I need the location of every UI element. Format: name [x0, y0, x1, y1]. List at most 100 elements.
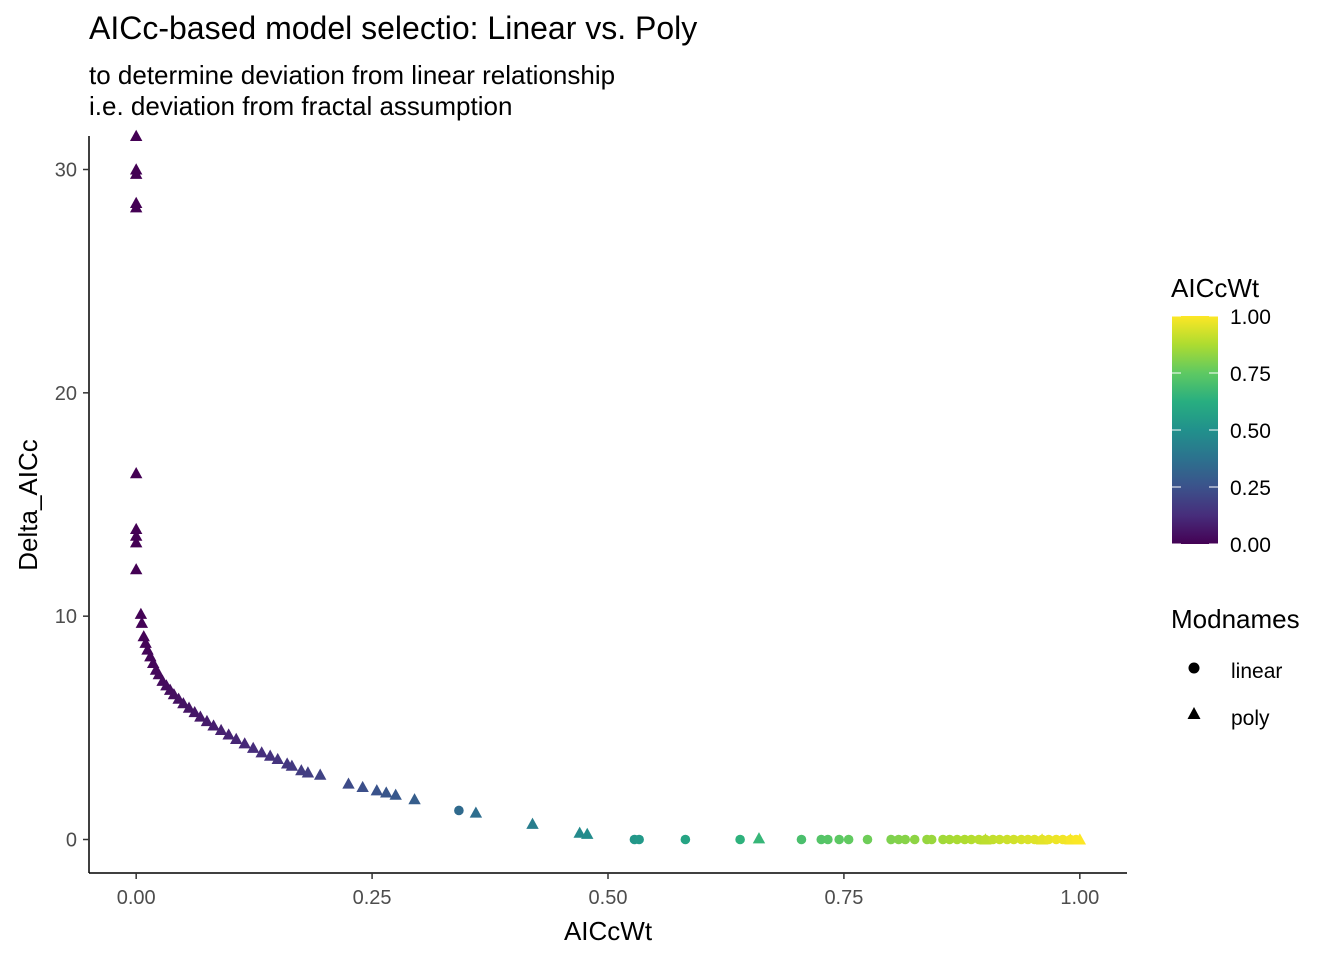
- legend-triangle-icon: [1187, 707, 1201, 719]
- data-point-linear-34: [1058, 834, 1068, 845]
- data-point-linear-24: [988, 834, 998, 845]
- data-point-poly-27: [194, 710, 207, 722]
- shape-legend-title: Modnames: [1171, 604, 1300, 634]
- chart-title: AICc-based model selectio: Linear vs. Po…: [89, 10, 698, 46]
- data-point-poly-39: [285, 759, 299, 771]
- data-point-linear-25: [994, 834, 1005, 845]
- data-point-poly-5: [129, 467, 143, 479]
- data-point-linear-0: [454, 805, 464, 816]
- data-point-linear-32: [1043, 834, 1054, 845]
- data-point-linear-28: [1016, 834, 1027, 845]
- data-point-poly-47: [389, 788, 402, 800]
- data-point-poly-36: [263, 749, 277, 761]
- y-tick-label: 30: [55, 160, 77, 182]
- y-axis-ticks: 0 10 20 30: [55, 160, 89, 852]
- x-axis-title: AICcWt: [564, 916, 653, 946]
- data-point-poly-53: [752, 832, 766, 844]
- data-point-poly-46: [380, 786, 393, 798]
- colorbar-label: 1.00: [1230, 306, 1271, 329]
- data-point-poly-30: [214, 723, 228, 736]
- x-tick-label: 1.00: [1060, 887, 1099, 909]
- data-point-linear-16: [926, 834, 937, 845]
- data-point-linear-30: [1029, 834, 1040, 845]
- data-point-poly-41: [301, 766, 315, 778]
- data-point-poly-0: [129, 129, 143, 141]
- colorbar-label: 0.00: [1230, 534, 1271, 557]
- data-point-linear-33: [1051, 834, 1062, 845]
- data-point-poly-45: [370, 784, 384, 796]
- chart-subtitle-line-1: to determine deviation from linear relat…: [89, 60, 616, 90]
- data-point-poly-26: [188, 706, 201, 718]
- data-point-linear-5: [796, 834, 807, 845]
- data-point-poly-24: [177, 697, 190, 709]
- data-point-poly-29: [207, 719, 220, 731]
- data-point-poly-40: [295, 764, 308, 776]
- data-point-linear-26: [1002, 834, 1012, 845]
- data-point-poly-52: [581, 827, 594, 839]
- data-point-poly-49: [469, 806, 483, 818]
- data-point-linear-12: [893, 834, 904, 845]
- data-point-linear-20: [959, 834, 970, 845]
- legend-circle-icon: [1188, 662, 1200, 674]
- data-point-linear-6: [816, 834, 827, 845]
- data-point-poly-11: [135, 616, 149, 628]
- data-point-poly-50: [526, 817, 539, 829]
- data-point-linear-3: [680, 834, 691, 845]
- colorbar-label: 0.25: [1230, 477, 1271, 500]
- data-point-linear-13: [900, 834, 911, 845]
- y-axis-title: Delta_AICc: [13, 439, 43, 571]
- data-point-poly-48: [408, 793, 421, 805]
- x-tick-label: 0.75: [824, 887, 863, 909]
- points-layer: [129, 129, 1087, 845]
- data-point-linear-18: [944, 834, 955, 845]
- colorbar-ticks: 1.00 0.75 0.50 0.25 0.00: [1172, 306, 1271, 557]
- data-point-poly-43: [342, 777, 355, 789]
- data-point-poly-25: [182, 701, 196, 713]
- x-tick-label: 0.25: [353, 887, 392, 909]
- chart-subtitle-line-2: i.e. deviation from fractal assumption: [89, 91, 513, 121]
- colorbar-label: 0.50: [1230, 420, 1271, 443]
- data-point-poly-8: [129, 536, 143, 548]
- legend-label-linear: linear: [1231, 660, 1282, 683]
- data-point-poly-42: [313, 768, 327, 780]
- data-point-poly-35: [255, 746, 268, 758]
- data-point-poly-37: [271, 752, 284, 765]
- data-point-poly-44: [356, 780, 369, 792]
- data-point-poly-51: [573, 826, 586, 838]
- y-tick-label: 20: [55, 383, 77, 405]
- data-point-linear-8: [834, 834, 844, 845]
- data-point-poly-6: [129, 522, 143, 535]
- colorbar-label: 0.75: [1230, 363, 1271, 386]
- data-point-poly-7: [129, 529, 143, 541]
- data-point-linear-27: [1008, 834, 1019, 845]
- data-point-poly-13: [139, 636, 152, 648]
- data-point-poly-28: [200, 714, 214, 727]
- y-tick-label: 0: [66, 830, 77, 852]
- data-point-poly-33: [238, 737, 251, 749]
- y-tick-label: 10: [55, 606, 77, 628]
- data-point-linear-7: [823, 834, 833, 845]
- data-point-linear-29: [1023, 834, 1033, 845]
- data-point-linear-17: [938, 834, 948, 845]
- data-point-poly-34: [246, 741, 260, 753]
- data-point-linear-9: [843, 834, 854, 845]
- data-point-linear-22: [974, 834, 984, 845]
- data-point-linear-4: [735, 834, 745, 845]
- data-point-poly-9: [129, 563, 143, 575]
- data-point-poly-12: [137, 630, 150, 642]
- data-point-linear-23: [980, 834, 991, 845]
- data-point-poly-10: [134, 607, 148, 619]
- x-tick-label: 0.50: [589, 887, 628, 909]
- data-point-linear-21: [966, 834, 977, 845]
- data-point-linear-2: [634, 834, 644, 845]
- data-point-poly-2: [129, 167, 143, 179]
- x-axis-ticks: 0.00 0.25 0.50 0.75 1.00: [117, 873, 1099, 909]
- legend-label-poly: poly: [1231, 707, 1270, 730]
- data-point-linear-36: [1071, 834, 1081, 845]
- data-point-linear-10: [862, 834, 873, 845]
- data-point-linear-11: [886, 834, 896, 845]
- data-point-linear-14: [909, 834, 920, 845]
- x-tick-label: 0.00: [117, 887, 156, 909]
- data-point-linear-19: [952, 834, 962, 845]
